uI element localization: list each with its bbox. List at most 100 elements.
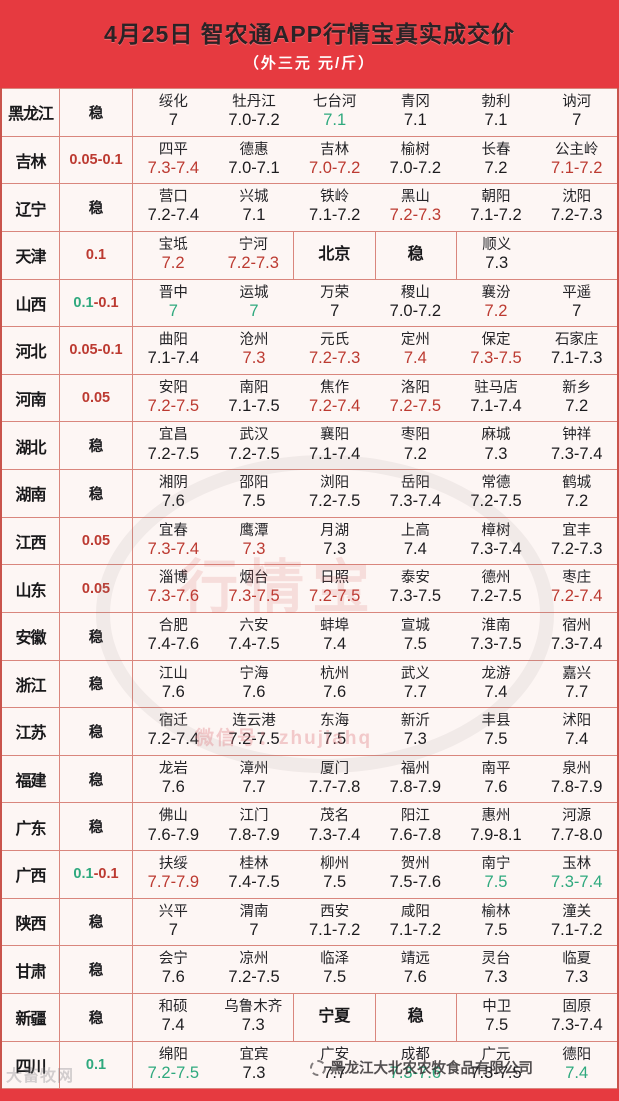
city-name: 定州: [400, 332, 430, 349]
change-segment: 0.05-0.1: [69, 342, 123, 359]
city-name: 洛阳: [400, 379, 430, 396]
city-name: 钟祥: [562, 427, 592, 444]
city-price: 7.6: [161, 777, 185, 796]
city-price: 7.4: [323, 635, 347, 653]
city-name: 朝阳: [481, 189, 511, 206]
city-cell: 杭州 7.6: [294, 661, 375, 708]
city-price: 7.3: [565, 968, 589, 987]
city-name: 曲阳: [158, 332, 188, 349]
city-price: 7: [168, 111, 178, 130]
city-cell: 厦门 7.7-7.8: [294, 756, 375, 803]
city-name: 宜春: [158, 522, 188, 539]
city-name: 四平: [158, 141, 188, 158]
city-name: 扶绥: [158, 856, 188, 873]
city-name: 和硕: [158, 998, 188, 1015]
city-cell: 泉州 7.8-7.9: [536, 756, 617, 803]
city-cell: 浏阳 7.2-7.5: [294, 470, 375, 517]
change-value: 稳: [60, 898, 133, 946]
city-price: 7.4: [565, 1063, 589, 1082]
province-label: 山西: [2, 279, 60, 327]
change-value: 稳: [60, 184, 133, 231]
city-cell: 月湖 7.3: [294, 518, 375, 565]
city-price: 7.1: [323, 111, 347, 130]
change-segment: 0.1: [73, 294, 94, 311]
change-value: 稳: [60, 612, 133, 660]
city-price: 7.5: [484, 873, 508, 892]
city-price: 7.1-7.3: [551, 349, 603, 368]
city-cell: 广安 7.7: [294, 1042, 375, 1089]
bottom-red-bar: [0, 1089, 619, 1101]
city-name: 新沂: [400, 713, 430, 730]
city-price: 7.9-8.1: [470, 825, 522, 844]
city-price: 7.2-7.5: [147, 444, 200, 463]
city-cell: 榆树 7.0-7.2: [375, 137, 456, 184]
city-cell: 绥化 7: [133, 89, 214, 136]
report-header: 4月25日 智农通APP行情宝真实成交价 （外三元 元/斤）: [0, 0, 619, 88]
city-name: 烟台: [239, 570, 269, 587]
table-row: 湖北稳宜昌 7.2-7.5 武汉 7.2-7.5 襄阳 7.1-7.4 枣阳 7.2 麻城 7.3…: [2, 422, 617, 470]
city-price: 7.4: [403, 539, 427, 558]
city-name: 宜宾: [239, 1046, 269, 1063]
change-segment: -0.1: [93, 866, 119, 883]
city-cells: 湘阴 7.6 邵阳 7.5 浏阳 7.2-7.5 岳阳 7.3-7.4 常德 7.2-7.5 鹤城 7…: [133, 470, 617, 517]
city-price: 7.3-7.4: [551, 444, 603, 463]
city-name: 襄汾: [481, 284, 511, 301]
city-price: 7.3-7.5: [228, 587, 280, 606]
change-value: 稳: [60, 755, 133, 803]
city-cell: 六安 7.4-7.5: [214, 613, 295, 660]
city-name: 长春: [481, 141, 511, 158]
change-segment: 0.05-0.1: [69, 151, 123, 168]
city-cell: 江门 7.8-7.9: [214, 803, 295, 850]
city-cell: 万荣 7: [294, 280, 375, 327]
change-value: 0.1 -0.1: [60, 851, 133, 898]
city-price: 7.3: [403, 730, 427, 749]
city-cells: 佛山 7.6-7.9 江门 7.8-7.9 茂名 7.3-7.4 阳江 7.6-7.8 惠州 7.…: [133, 803, 617, 850]
city-name: 湘阴: [158, 475, 188, 492]
city-price: 7.6: [323, 682, 347, 701]
province-label: 湖南: [2, 470, 60, 517]
province-label: 江西: [2, 517, 60, 565]
city-cell: 江山 7.6: [133, 661, 214, 708]
city-cell: 兴平 7: [133, 899, 214, 946]
city-cell: 驻马店 7.1-7.4: [456, 375, 537, 422]
city-price: 7.5-7.6: [389, 873, 442, 892]
city-name: 讷河: [562, 94, 592, 111]
city-cell: 嘉兴 7.7: [536, 661, 617, 708]
region-label: 北京: [293, 231, 374, 279]
city-price: 7.1: [242, 206, 266, 225]
table-row: 江苏稳宿迁 7.2-7.4 连云港 7.2-7.5 东海 7.5 新沂 7.3 丰县 7.5 沭阳 7…: [2, 708, 617, 756]
city-price: 7.1-7.4: [147, 349, 200, 368]
city-name: 枣阳: [400, 427, 430, 444]
city-cell: 泰安 7.3-7.5: [375, 565, 456, 612]
city-price: 7.2-7.5: [228, 968, 280, 987]
city-cells: 安阳 7.2-7.5 南阳 7.1-7.5 焦作 7.2-7.4 洛阳 7.2-7.5 驻马店 7…: [133, 375, 617, 422]
city-cell: 成都 7.3-7.6: [375, 1042, 456, 1089]
city-price: 7.3-7.4: [551, 635, 603, 653]
city-cell: 中卫 7.5: [455, 993, 537, 1041]
city-cells: 晋中 7 运城 7 万荣 7 稷山 7.0-7.2 襄汾 7.2 平遥 7: [133, 280, 617, 327]
city-cell: 桂林 7.4-7.5: [214, 851, 295, 898]
city-cell: 牡丹江 7.0-7.2: [214, 89, 295, 136]
region-label: 稳: [374, 231, 456, 279]
change-value: 0.05-0.1: [60, 327, 133, 374]
city-name: 宣城: [400, 617, 430, 634]
city-cell: 新沂 7.3: [375, 708, 456, 755]
table-row: 陕西稳兴平 7 渭南 7 西安 7.1-7.2 咸阳 7.1-7.2 榆林 7.5 潼关 7.1-7.…: [2, 898, 617, 947]
city-name: 桂林: [239, 856, 269, 873]
city-cell: 曲阳 7.1-7.4: [133, 327, 214, 374]
change-segment: 0.05: [81, 390, 111, 407]
change-value: 稳: [60, 89, 133, 136]
city-name: 麻城: [481, 427, 511, 444]
city-name: 公主岭: [554, 141, 599, 158]
city-price: 7.1-7.2: [470, 206, 522, 225]
province-label: 陕西: [2, 898, 60, 946]
city-cell: 安阳 7.2-7.5: [133, 375, 214, 422]
city-price: 7.4: [565, 730, 589, 749]
city-name: 顺义: [482, 236, 512, 253]
city-name: 茂名: [320, 808, 350, 825]
city-name: 临泽: [320, 951, 350, 968]
city-cell: 常德 7.2-7.5: [456, 470, 537, 517]
change-value: 0.05: [60, 565, 133, 612]
city-price: 7.5: [323, 873, 347, 892]
city-name: 沈阳: [562, 189, 592, 206]
